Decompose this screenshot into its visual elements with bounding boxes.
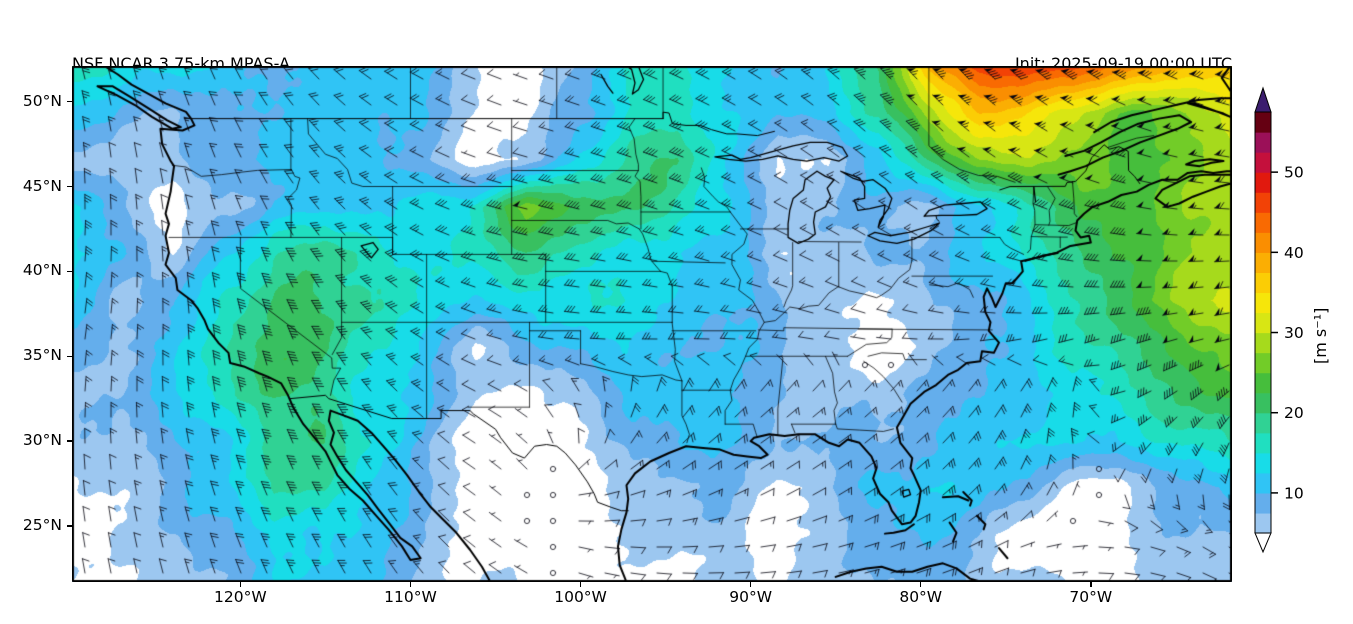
colorbar-tick-label: 50 [1284,164,1304,182]
colorbar-segment [1255,152,1271,173]
lat-tick-label: 35°N [22,346,62,365]
colorbar-outline [1254,111,1272,534]
lon-tick-mark [579,582,582,587]
lat-tick-label: 25°N [22,515,62,534]
colorbar-segment [1255,292,1271,314]
lon-tick-label: 100°W [554,588,607,606]
lat-tick-label: 50°N [22,91,62,110]
lon-tick-label: 80°W [899,588,943,606]
colorbar-segment [1255,192,1271,213]
colorbar-tick-label: 30 [1284,324,1304,342]
lon-tick-mark [919,582,922,587]
colorbar-tick-label: 20 [1284,404,1304,422]
colorbar-tick-label: 40 [1284,244,1304,262]
lat-tick-label: 40°N [22,261,62,280]
map-canvas [72,66,1232,582]
lon-tick-label: 110°W [384,588,437,606]
colorbar-segment [1255,472,1271,494]
colorbar-svg: 10 20 30 40 50 [1254,86,1304,554]
lat-tick-mark [67,270,72,273]
colorbar-unit-label: [m s⁻¹] [1311,307,1330,364]
lon-tick-mark [239,582,242,587]
colorbar-segment [1255,252,1271,273]
colorbar-segment [1255,232,1271,253]
colorbar-segment [1255,372,1271,394]
colorbar-under-arrow [1254,532,1272,554]
colorbar-segment [1255,492,1271,514]
lon-tick-label: 70°W [1069,588,1113,606]
colorbar-segment [1255,412,1271,434]
lat-tick-mark [67,355,72,357]
colorbar: 10 20 30 40 50 [1245,80,1353,580]
colorbar-segment [1255,452,1271,474]
lat-tick-label: 30°N [22,431,62,450]
colorbar-segment [1255,212,1271,233]
colorbar-segment [1255,432,1271,454]
lat-tick-mark [67,100,72,103]
colorbar-segment [1255,352,1271,374]
lat-tick-mark [67,440,72,442]
lon-tick-label: 120°W [214,588,267,606]
lon-tick-mark [409,582,412,587]
lon-tick-label: 90°W [729,588,773,606]
lat-tick-label: 45°N [22,176,62,195]
colorbar-segment [1255,392,1271,414]
colorbar-segment [1255,112,1271,133]
colorbar-segment [1255,132,1271,153]
colorbar-segment [1255,512,1271,534]
colorbar-segment [1255,172,1271,193]
lon-tick-mark [749,582,752,587]
lat-tick-mark [67,185,72,188]
colorbar-segment [1255,332,1271,354]
lon-tick-mark [1090,582,1092,587]
lat-tick-mark [67,525,72,527]
colorbar-segment [1255,272,1271,294]
colorbar-segment [1255,312,1271,334]
colorbar-tick-label: 10 [1284,484,1304,502]
colorbar-over-arrow [1254,86,1272,113]
